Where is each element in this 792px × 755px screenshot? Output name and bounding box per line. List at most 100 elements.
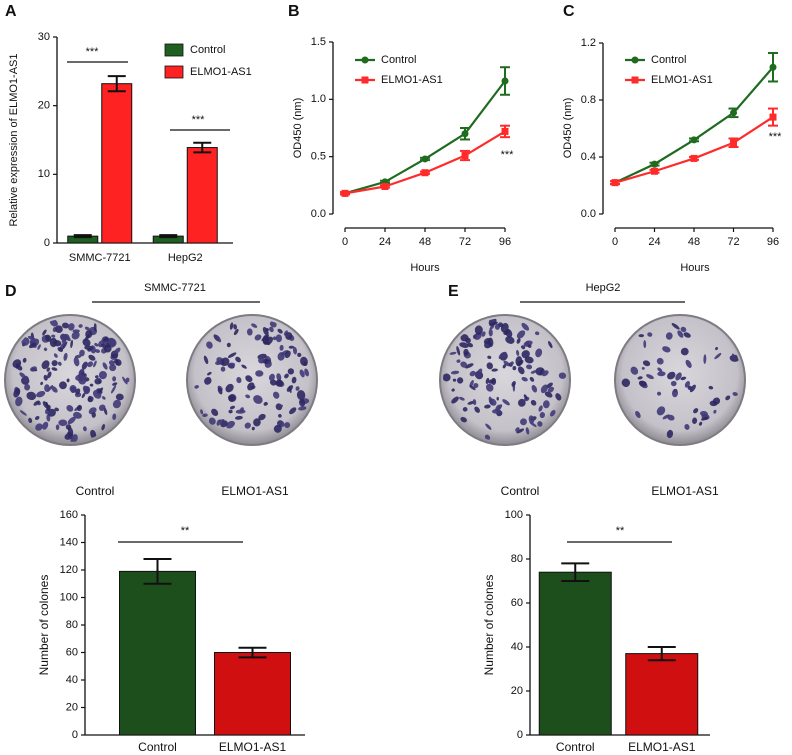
y-axis-label: OD450 (nm) (292, 98, 304, 159)
colony (456, 359, 461, 363)
marker (651, 167, 658, 175)
colony (251, 323, 258, 328)
colony (89, 383, 94, 387)
colony (13, 388, 21, 398)
colony (292, 346, 298, 355)
colony (639, 380, 647, 387)
colony (62, 341, 68, 350)
y-tick-label: 140 (60, 536, 78, 548)
colony (459, 342, 469, 348)
colony (693, 408, 699, 414)
colony (51, 334, 56, 338)
colony (24, 383, 31, 391)
colony (207, 371, 212, 376)
colony (289, 407, 297, 415)
error-bar (73, 234, 92, 239)
colony (490, 321, 498, 326)
colony (15, 396, 23, 407)
colony (488, 396, 493, 405)
colony (472, 399, 477, 406)
colony (12, 359, 22, 368)
marker (690, 136, 698, 144)
colony (244, 422, 251, 429)
colony (233, 324, 237, 330)
colony (109, 364, 117, 372)
colony (481, 331, 486, 337)
y-tick-label: 0.4 (581, 151, 596, 163)
colony (511, 381, 516, 387)
colony (278, 414, 282, 418)
colony (677, 330, 684, 338)
colony (503, 360, 510, 367)
colony (66, 404, 74, 412)
colony (291, 376, 297, 384)
colony (268, 373, 275, 381)
colony (467, 342, 474, 348)
significance: *** (192, 114, 206, 126)
colony (535, 348, 543, 358)
colony (526, 364, 533, 370)
colony (93, 360, 97, 368)
colony (680, 326, 687, 333)
colony (516, 428, 525, 434)
colony (487, 355, 492, 359)
colony (538, 405, 543, 412)
colony (534, 331, 540, 336)
colony (672, 389, 678, 398)
colony (459, 396, 465, 401)
x-axis-label: Hours (410, 262, 440, 274)
colony (656, 357, 664, 365)
colony (65, 424, 72, 430)
colony (505, 336, 515, 344)
colony (484, 434, 491, 440)
line (614, 116, 774, 184)
colony (41, 360, 50, 370)
colony (35, 423, 43, 431)
colony (49, 319, 58, 327)
colony (91, 412, 96, 418)
colony (28, 417, 33, 424)
colony (521, 322, 530, 331)
colony (112, 399, 122, 409)
significance: *** (769, 131, 783, 143)
colony (692, 417, 698, 424)
colony (483, 338, 491, 344)
y-tick-label: 120 (60, 564, 78, 576)
y-tick-label: 1.5 (311, 36, 326, 48)
group-label: SMMC-7721 (144, 282, 206, 294)
colony (87, 348, 92, 352)
colony (82, 338, 91, 347)
colony (272, 336, 277, 341)
colony (42, 329, 47, 336)
colony (558, 372, 567, 379)
y-tick-label: 20 (511, 685, 523, 697)
colony (57, 347, 64, 353)
colony (215, 360, 223, 366)
colony (101, 396, 106, 400)
colony (469, 385, 476, 391)
colony (66, 378, 70, 383)
colony (246, 328, 253, 336)
colony (253, 418, 261, 427)
marker (730, 139, 737, 147)
colony (87, 361, 94, 368)
colony (687, 385, 692, 390)
bar (625, 653, 699, 736)
colony (647, 332, 653, 337)
colony (277, 328, 283, 334)
colony (517, 366, 525, 375)
plate-label: ELMO1-AS1 (221, 484, 289, 498)
y-tick-label: 60 (511, 597, 523, 609)
colony (42, 421, 49, 430)
legend-label: Control (381, 54, 416, 66)
y-tick-label: 60 (66, 646, 78, 658)
colony (524, 356, 534, 364)
colony (485, 423, 492, 430)
colony (498, 322, 504, 328)
colony (45, 401, 49, 408)
colony (228, 394, 237, 403)
colony (667, 371, 676, 380)
plate-label: Control (76, 484, 115, 498)
marker (769, 113, 777, 121)
colony (245, 375, 253, 383)
